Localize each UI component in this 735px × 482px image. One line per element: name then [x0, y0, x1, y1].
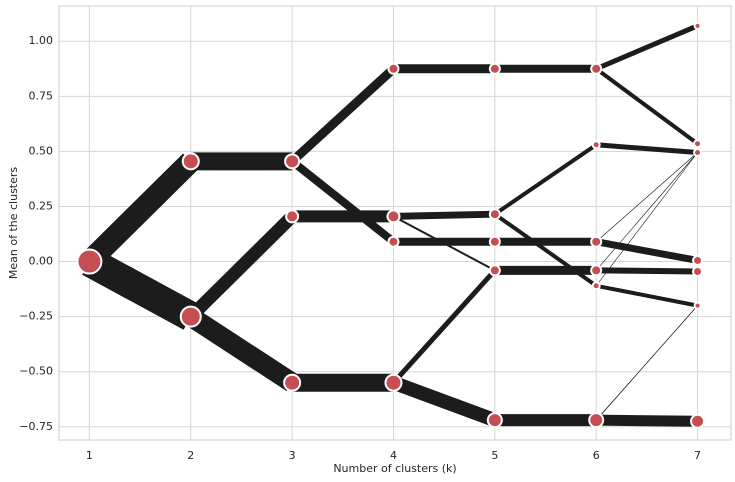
edges: [81, 23, 699, 427]
edge: [493, 143, 598, 216]
y-tick-label: 0.25: [29, 199, 54, 212]
x-tick-label: 5: [491, 449, 498, 462]
x-tick-label: 1: [86, 449, 93, 462]
edge: [596, 267, 698, 275]
node: [387, 62, 400, 75]
edge: [186, 211, 297, 322]
node: [693, 301, 702, 310]
edge: [595, 238, 699, 264]
node: [488, 208, 501, 221]
x-tick-label: 7: [694, 449, 701, 462]
y-tick-label: −0.75: [19, 420, 53, 433]
node: [387, 235, 400, 248]
edge: [81, 153, 199, 270]
node: [284, 153, 301, 170]
node: [693, 148, 703, 158]
edge: [493, 212, 598, 288]
edge: [595, 23, 699, 72]
y-tick-label: 0.50: [29, 144, 54, 157]
edge: [289, 65, 397, 165]
y-tick-label: −0.25: [19, 310, 53, 323]
x-tick-label: 2: [187, 449, 194, 462]
y-tick-label: 1.00: [29, 34, 54, 47]
node: [179, 305, 202, 328]
node: [693, 21, 702, 30]
edge: [595, 152, 698, 242]
node: [588, 412, 605, 429]
nodes: [76, 21, 706, 429]
edge: [393, 210, 495, 220]
node: [386, 209, 401, 224]
node: [590, 62, 603, 75]
edge: [595, 283, 698, 308]
edge: [185, 308, 298, 392]
y-tick-label: 0.75: [29, 89, 54, 102]
node: [692, 254, 704, 266]
edge: [595, 152, 698, 271]
grid: [59, 6, 731, 440]
node: [690, 413, 706, 429]
node: [488, 62, 501, 75]
edge: [595, 305, 698, 421]
edge: [596, 142, 698, 155]
x-tick-label: 4: [390, 449, 397, 462]
node: [488, 235, 501, 248]
x-tick-label: 6: [593, 449, 600, 462]
y-tick-label: −0.50: [19, 365, 53, 378]
edge: [391, 268, 497, 385]
y-axis-label: Mean of the clusters: [7, 167, 20, 280]
node: [285, 209, 300, 224]
edge: [82, 248, 198, 330]
x-axis-label: Number of clusters (k): [333, 462, 456, 475]
node: [692, 265, 704, 277]
plot-frame: [58, 5, 732, 441]
edge: [595, 67, 699, 146]
x-tick-label: 3: [289, 449, 296, 462]
node: [693, 139, 703, 149]
node: [283, 373, 302, 392]
node: [384, 373, 403, 392]
node: [486, 412, 503, 429]
edge: [595, 152, 698, 286]
edge: [289, 158, 396, 245]
node: [591, 281, 601, 291]
node: [181, 152, 200, 171]
node: [488, 264, 501, 277]
y-tick-label: 0.00: [29, 255, 54, 268]
node: [590, 235, 603, 248]
edge: [391, 376, 498, 427]
node: [76, 248, 103, 275]
edge: [596, 414, 698, 427]
node: [591, 140, 601, 150]
node: [590, 264, 603, 277]
